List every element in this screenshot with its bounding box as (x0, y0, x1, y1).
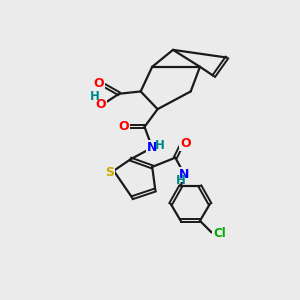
Text: O: O (180, 137, 190, 150)
Text: N: N (179, 168, 190, 181)
Text: H: H (89, 90, 99, 103)
Text: H: H (176, 174, 186, 187)
Text: O: O (118, 120, 129, 134)
Text: S: S (105, 166, 114, 179)
Text: N: N (147, 141, 158, 154)
Text: O: O (93, 77, 104, 90)
Text: H: H (155, 139, 165, 152)
Text: O: O (95, 98, 106, 111)
Text: Cl: Cl (213, 227, 226, 240)
